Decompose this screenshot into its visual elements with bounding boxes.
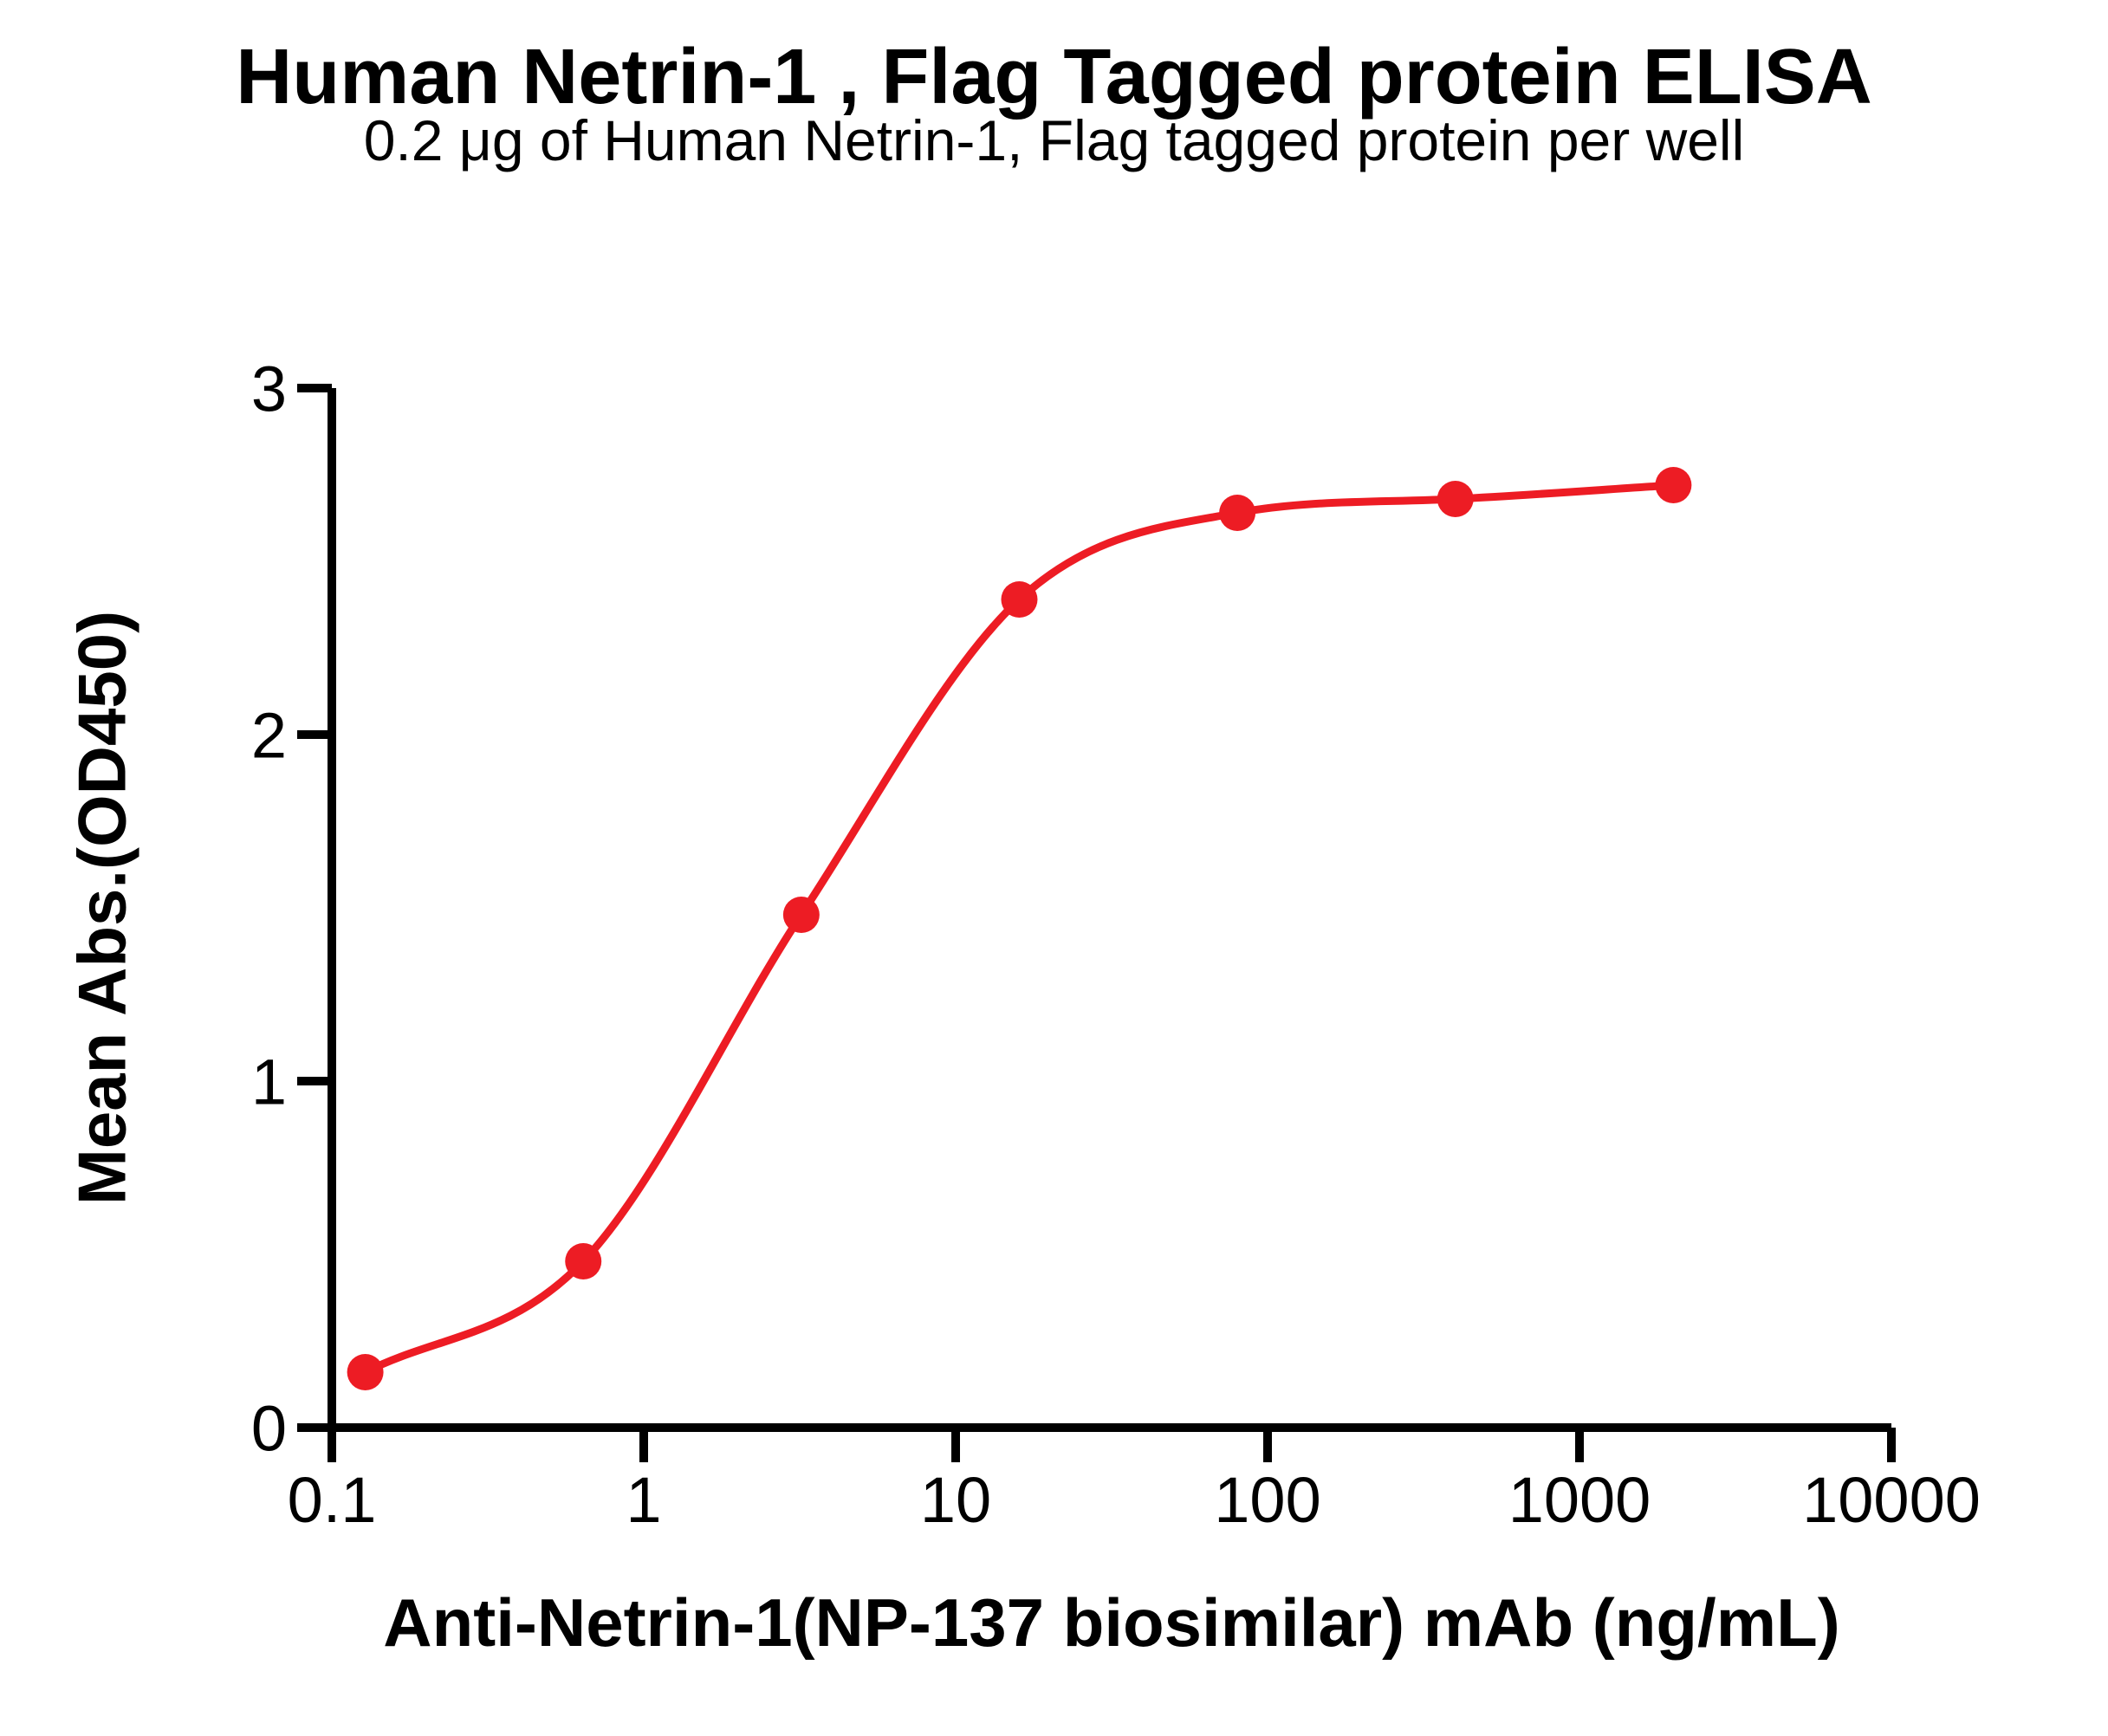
data-point — [1219, 495, 1256, 531]
data-point — [1437, 481, 1474, 517]
ticks-group — [297, 384, 1896, 1462]
x-tick-label: 1000 — [1508, 1464, 1651, 1536]
y-axis-label: Mean Abs.(OD450) — [63, 610, 140, 1206]
axes-group — [328, 388, 1891, 1432]
chart-subtitle: 0.2 μg of Human Netrin-1, Flag tagged pr… — [363, 108, 1745, 172]
tick-labels-group: 0 1 2 3 0.1 1 10 100 1000 10000 — [251, 353, 1981, 1536]
data-point — [565, 1243, 602, 1279]
x-tick-label: 10000 — [1802, 1464, 1981, 1536]
y-tick-label: 1 — [251, 1046, 287, 1118]
x-tick-label: 100 — [1214, 1464, 1320, 1536]
fit-curve — [361, 481, 1677, 1376]
x-tick-label: 10 — [920, 1464, 991, 1536]
y-tick-label: 3 — [251, 353, 287, 425]
chart-title: Human Netrin-1 , Flag Tagged protein ELI… — [236, 34, 1872, 120]
y-tick-label: 0 — [251, 1393, 287, 1465]
x-axis-label: Anti-Netrin-1(NP-137 biosimilar) mAb (ng… — [383, 1584, 1840, 1661]
data-point — [347, 1354, 384, 1390]
data-point — [782, 897, 820, 933]
data-series-group — [347, 467, 1692, 1390]
data-point — [1001, 581, 1038, 618]
x-tick-label: 1 — [626, 1464, 661, 1536]
y-tick-label: 2 — [251, 700, 287, 772]
x-tick-label: 0.1 — [288, 1464, 377, 1536]
data-point — [1655, 467, 1692, 503]
